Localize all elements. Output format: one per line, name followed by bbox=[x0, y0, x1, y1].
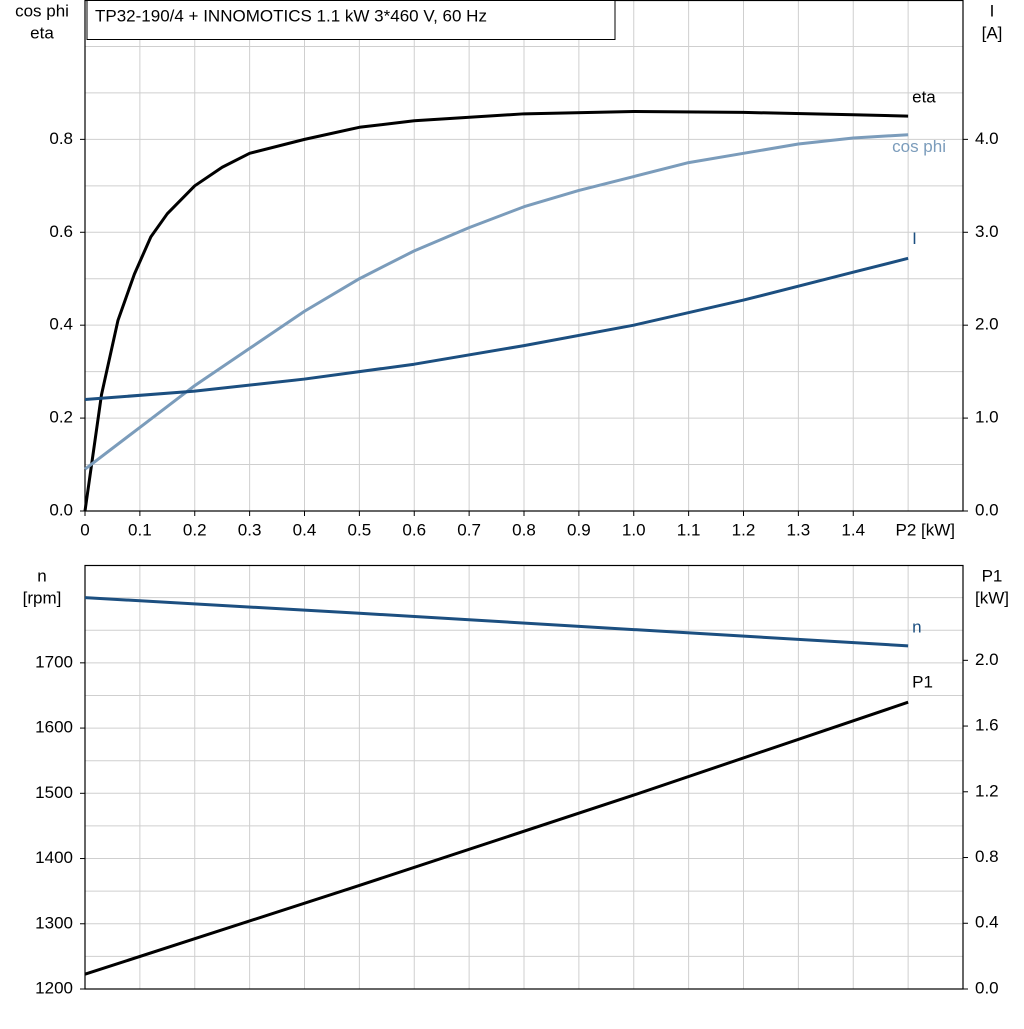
x-tick-label: 0.9 bbox=[567, 520, 591, 539]
y-tick-label: 1600 bbox=[35, 718, 73, 737]
x-tick-label: 0.2 bbox=[183, 520, 207, 539]
y2-tick-label: 0.0 bbox=[975, 978, 999, 997]
series-label: n bbox=[912, 617, 921, 636]
y2-tick-label: 0.4 bbox=[975, 913, 999, 932]
x-tick-label: 0.7 bbox=[457, 520, 481, 539]
y-tick-label: 0.8 bbox=[49, 129, 73, 148]
y2-tick-label: 1.2 bbox=[975, 781, 999, 800]
y2-axis-label: [kW] bbox=[975, 588, 1009, 607]
y-tick-label: 0.0 bbox=[49, 500, 73, 519]
x-tick-label: 1.2 bbox=[732, 520, 756, 539]
y2-tick-label: 0.0 bbox=[975, 500, 999, 519]
y-axis-label: cos phi bbox=[15, 1, 69, 20]
series-line bbox=[83, 109, 909, 512]
series-label: cos phi bbox=[892, 137, 946, 156]
series-label: P1 bbox=[912, 673, 933, 692]
title-box bbox=[86, 0, 616, 40]
y-tick-label: 1700 bbox=[35, 652, 73, 671]
series-label: I bbox=[912, 229, 917, 248]
x-tick-label: 0.1 bbox=[128, 520, 152, 539]
x-tick-label: 1.4 bbox=[841, 520, 865, 539]
series-label: eta bbox=[912, 88, 936, 107]
y-tick-label: 0.6 bbox=[49, 222, 73, 241]
y-tick-label: 1500 bbox=[35, 783, 73, 802]
y-axis-label: [rpm] bbox=[23, 588, 62, 607]
series-line bbox=[84, 133, 909, 471]
y-axis-label: n bbox=[37, 566, 46, 585]
x-tick-label: 0.6 bbox=[402, 520, 426, 539]
x-tick-label: 1.1 bbox=[677, 520, 701, 539]
x-tick-label: 0.3 bbox=[238, 520, 262, 539]
chart-title: TP32-190/4 + INNOMOTICS 1.1 kW 3*460 V, … bbox=[95, 6, 487, 25]
y-tick-label: 1300 bbox=[35, 913, 73, 932]
y2-tick-label: 1.0 bbox=[975, 408, 999, 427]
y2-axis-label: [A] bbox=[982, 23, 1003, 42]
x-tick-label: 1.0 bbox=[622, 520, 646, 539]
x-tick-label: 0.4 bbox=[293, 520, 317, 539]
series-line bbox=[84, 256, 909, 402]
y2-tick-label: 4.0 bbox=[975, 129, 999, 148]
y-tick-label: 1400 bbox=[35, 848, 73, 867]
y2-tick-label: 1.6 bbox=[975, 716, 999, 735]
y-axis-label: eta bbox=[30, 23, 54, 42]
y-tick-label: 0.2 bbox=[49, 408, 73, 427]
x-tick-label: 1.3 bbox=[787, 520, 811, 539]
y2-tick-label: 0.8 bbox=[975, 847, 999, 866]
series-line bbox=[84, 596, 909, 648]
y2-axis-label: I bbox=[990, 1, 995, 20]
y2-tick-label: 2.0 bbox=[975, 650, 999, 669]
series-line bbox=[84, 700, 909, 976]
y2-tick-label: 2.0 bbox=[975, 315, 999, 334]
plot-frame bbox=[84, 564, 964, 990]
x-tick-label: 0 bbox=[80, 520, 89, 539]
y2-tick-label: 3.0 bbox=[975, 222, 999, 241]
x-tick-label: 0.5 bbox=[348, 520, 372, 539]
y2-axis-label: P1 bbox=[982, 566, 1003, 585]
x-tick-label: 0.8 bbox=[512, 520, 536, 539]
x-axis-label: P2 [kW] bbox=[895, 520, 955, 539]
y-tick-label: 1200 bbox=[35, 978, 73, 997]
y-tick-label: 0.4 bbox=[49, 315, 73, 334]
